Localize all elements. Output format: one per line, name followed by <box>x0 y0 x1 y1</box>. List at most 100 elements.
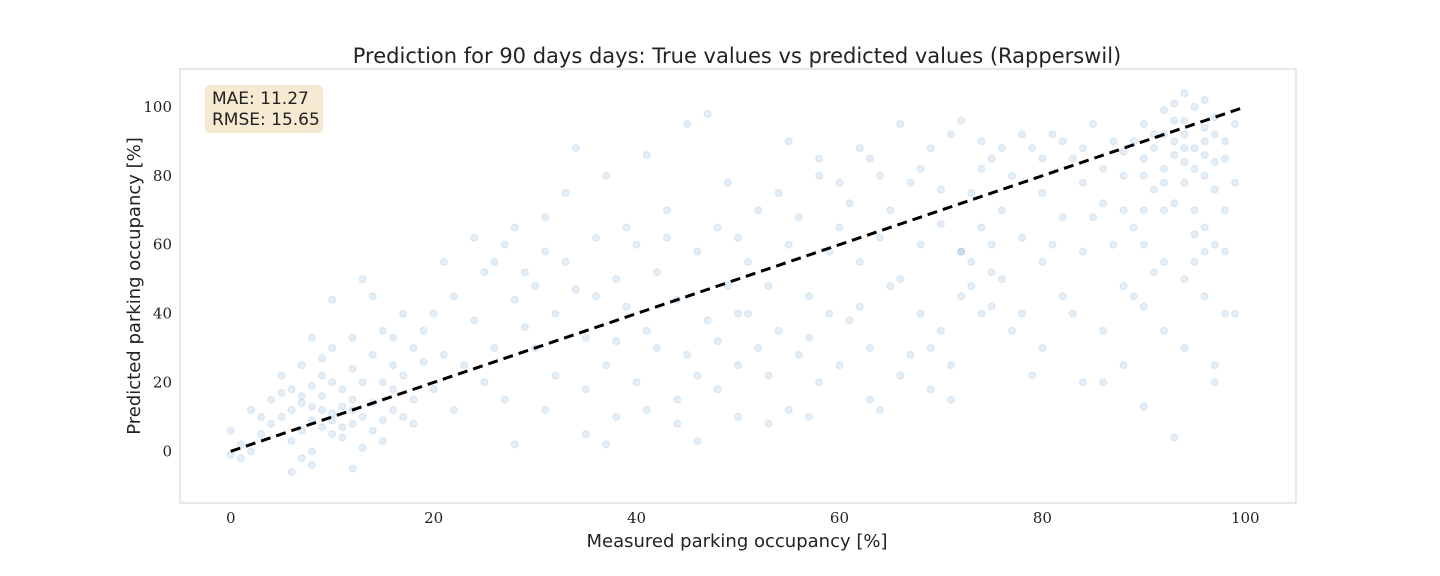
scatter-point <box>1221 137 1229 146</box>
scatter-point <box>713 385 722 394</box>
scatter-point <box>409 344 418 352</box>
scatter-point <box>1129 223 1138 232</box>
scatter-point <box>307 447 316 456</box>
scatter-point <box>1190 206 1199 215</box>
scatter-point <box>1018 309 1027 318</box>
scatter-point <box>449 406 458 414</box>
y-tick-label: 60 <box>153 236 172 254</box>
scatter-point <box>541 213 550 222</box>
scatter-point <box>1068 154 1077 163</box>
scatter-point <box>947 361 956 370</box>
scatter-point <box>1221 247 1229 256</box>
scatter-point <box>1099 378 1108 387</box>
scatter-point <box>1007 171 1016 180</box>
scatter-point <box>1210 130 1219 139</box>
x-tick-label: 20 <box>424 509 443 527</box>
scatter-point <box>378 416 387 425</box>
scatter-point <box>1139 206 1148 215</box>
scatter-point <box>1099 164 1108 173</box>
scatter-point <box>561 257 570 266</box>
scatter-point <box>358 443 367 452</box>
scatter-point <box>632 378 641 387</box>
scatter-point <box>936 185 945 194</box>
scatter-point <box>470 233 479 242</box>
scatter-point <box>845 316 854 325</box>
scatter-point <box>1200 292 1209 301</box>
scatter-point <box>1180 275 1189 284</box>
scatter-point <box>977 223 986 232</box>
scatter-point <box>896 275 905 284</box>
scatter-point <box>632 240 641 249</box>
scatter-point <box>713 223 722 232</box>
scatter-point <box>703 109 712 118</box>
scatter-point <box>318 423 326 432</box>
scatter-point <box>307 333 316 342</box>
scatter-point <box>1170 151 1179 160</box>
scatter-point <box>236 454 245 463</box>
scatter-point <box>358 378 367 387</box>
mae-text: MAE: 11.27 <box>212 89 309 109</box>
scatter-point <box>815 154 824 163</box>
scatter-point <box>592 292 600 301</box>
scatter-point <box>1200 151 1209 160</box>
scatter-point <box>1190 144 1199 153</box>
scatter-point <box>1170 199 1179 208</box>
scatter-point <box>1170 99 1179 108</box>
chart-title: Prediction for 90 days days: True values… <box>353 44 1121 68</box>
plot-frame <box>179 68 1297 504</box>
scatter-point <box>784 240 793 249</box>
x-tick-label: 100 <box>1231 509 1260 527</box>
scatter-point <box>1058 213 1067 222</box>
scatter-point <box>348 333 357 342</box>
scatter-point <box>663 206 671 215</box>
scatter-point <box>1170 116 1179 125</box>
scatter-point <box>1078 378 1087 387</box>
scatter-point <box>855 144 864 153</box>
scatter-point <box>1210 158 1219 166</box>
scatter-point <box>947 130 956 139</box>
scatter-point <box>389 333 398 342</box>
scatter-point <box>399 309 408 318</box>
scatter-point <box>510 223 519 232</box>
scatter-point <box>348 395 357 404</box>
scatter-point <box>764 371 773 380</box>
scatter-point <box>936 220 945 228</box>
scatter-point <box>663 233 671 242</box>
scatter-point <box>449 292 458 301</box>
scatter-point <box>399 371 408 380</box>
scatter-point <box>805 292 813 301</box>
scatter-point <box>713 337 722 346</box>
scatter-point <box>1028 144 1037 153</box>
scatter-point <box>1160 257 1169 266</box>
scatter-point <box>1190 230 1199 239</box>
scatter-point <box>1180 344 1189 352</box>
scatter-point <box>1200 137 1209 146</box>
scatter-point <box>1119 361 1128 370</box>
scatter-point <box>338 402 347 411</box>
scatter-point <box>652 344 661 352</box>
scatter-point <box>703 316 712 325</box>
scatter-point <box>571 144 580 153</box>
scatter-point <box>1078 144 1087 153</box>
scatter-point <box>318 371 326 380</box>
scatter-point <box>581 430 590 439</box>
scatter-point <box>673 419 682 428</box>
scatter-point <box>1200 123 1209 132</box>
scatter-point <box>977 309 986 318</box>
scatter-point <box>328 430 337 439</box>
scatter-point <box>805 412 813 421</box>
scatter-point <box>419 357 428 366</box>
scatter-point <box>1139 302 1148 311</box>
scatter-point <box>520 268 529 277</box>
scatter-point <box>1038 257 1047 266</box>
scatter-point <box>612 412 621 421</box>
scatter-point <box>1139 171 1148 180</box>
scatter-point <box>876 171 884 180</box>
scatter-point <box>490 257 499 266</box>
scatter-point <box>348 464 357 473</box>
scatter-point <box>480 268 489 277</box>
scatter-point <box>602 440 611 449</box>
scatter-point <box>1180 158 1189 166</box>
y-tick-label: 40 <box>153 305 172 323</box>
scatter-point <box>1210 185 1219 194</box>
